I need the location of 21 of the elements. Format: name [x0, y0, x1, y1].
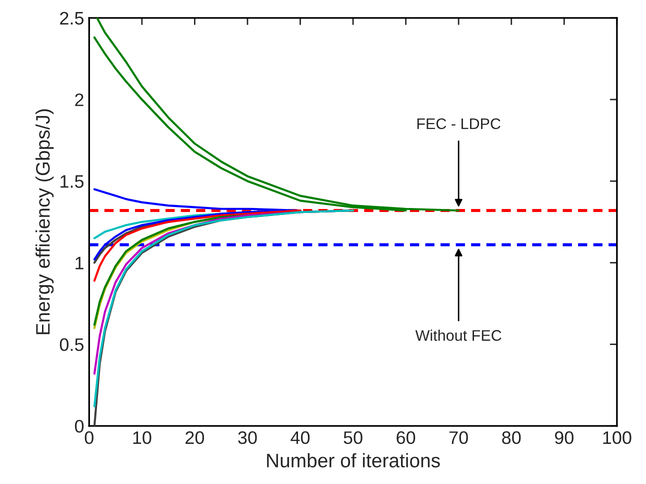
- annotation: Without FEC: [415, 330, 502, 341]
- x-tick-label: 50: [344, 431, 362, 444]
- x-tick-label: 30: [238, 431, 257, 444]
- y-tick-label: 0: [74, 420, 84, 433]
- y-axis-title: Energy efficiency (Gbps/J): [36, 109, 54, 334]
- x-tick-label: 40: [290, 431, 310, 444]
- y-tick-label: 2.5: [60, 12, 84, 25]
- x-tick-label: 60: [396, 431, 416, 444]
- x-tick-label: 70: [449, 431, 468, 444]
- annotation: FEC - LDPC: [417, 118, 500, 130]
- x-tick-label: 80: [502, 431, 521, 444]
- x-tick-label: 20: [186, 431, 204, 444]
- x-axis-title: Number of iterations: [267, 453, 440, 468]
- y-tick-label: 1.5: [60, 175, 84, 188]
- y-tick-label: 0.5: [60, 338, 84, 352]
- y-tick-label: 2: [75, 93, 84, 106]
- y-tick-label: 1: [76, 256, 84, 270]
- x-tick-label: 100: [603, 431, 632, 444]
- x-tick-label: 0: [84, 431, 94, 444]
- x-tick-label: 90: [554, 431, 574, 444]
- x-tick-label: 10: [133, 431, 152, 444]
